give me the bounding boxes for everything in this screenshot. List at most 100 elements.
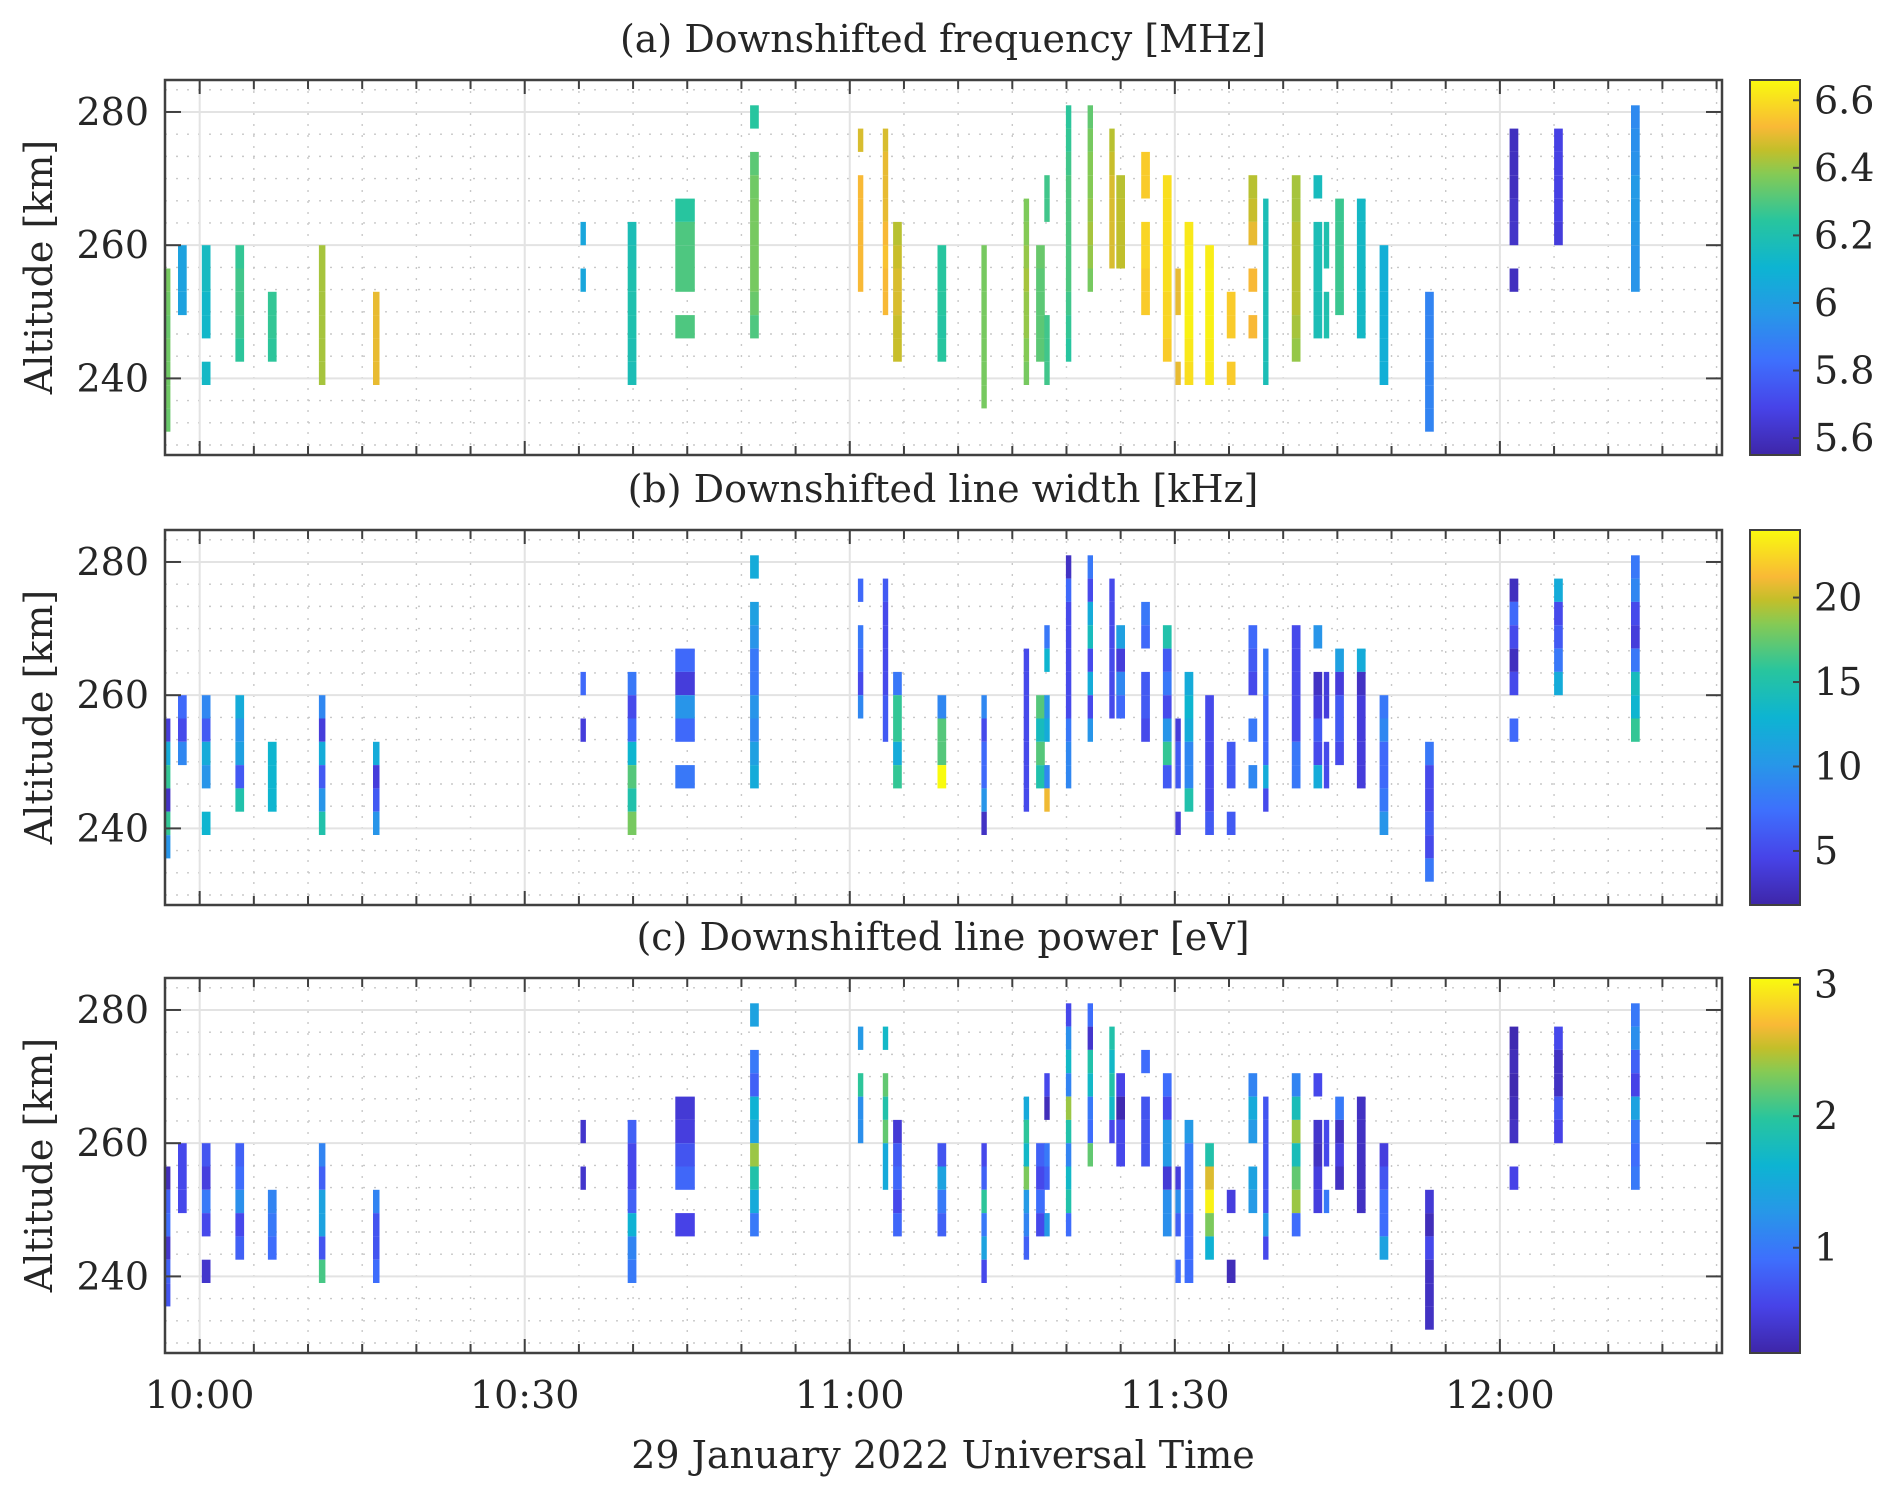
heatmap-cell: [1141, 1049, 1150, 1074]
heatmap-cell: [1291, 291, 1301, 316]
panel-b-ylabel: Altitude [km]: [17, 590, 61, 845]
heatmap-cell: [893, 221, 902, 246]
heatmap-cell: [981, 338, 987, 362]
heatmap-cell: [1554, 601, 1563, 626]
heatmap-cell: [201, 1143, 211, 1167]
heatmap-cell: [1248, 718, 1258, 742]
y-tick-label: 260: [76, 673, 149, 717]
heatmap-cell: [1109, 128, 1115, 152]
heatmap-cell: [201, 1259, 211, 1283]
heatmap-cell: [1141, 221, 1150, 246]
heatmap-cell: [1184, 1119, 1194, 1144]
colorbar-tick-label: 15: [1814, 660, 1862, 704]
heatmap-cell: [627, 268, 637, 292]
heatmap-cell: [580, 1166, 586, 1190]
heatmap-cell: [580, 268, 586, 292]
heatmap-cell: [1291, 625, 1301, 649]
heatmap-cell: [1509, 671, 1519, 696]
heatmap-cell: [1205, 361, 1214, 385]
heatmap-cell: [893, 338, 902, 362]
heatmap-cell: [1509, 268, 1519, 292]
heatmap-cell: [1036, 1189, 1045, 1214]
heatmap-cell: [750, 245, 759, 269]
y-tick-label: 240: [76, 1254, 149, 1298]
heatmap-cell: [857, 1119, 864, 1144]
heatmap-cell: [750, 1119, 759, 1144]
heatmap-cell: [1184, 1166, 1194, 1190]
heatmap-cell: [1175, 741, 1181, 766]
heatmap-cell: [1036, 718, 1045, 742]
heatmap-cell: [1087, 198, 1093, 222]
y-tick-label: 280: [76, 540, 149, 584]
panel-c: (c) Downshifted line power [eV] Altitude…: [17, 915, 1838, 1355]
heatmap-cell: [1087, 1049, 1093, 1074]
heatmap-cell: [893, 291, 902, 316]
heatmap-cell: [1323, 765, 1330, 789]
heatmap-cell: [882, 1096, 889, 1120]
panel-b-colorbar: 5 10 15 20: [1749, 529, 1862, 906]
heatmap-cell: [627, 1143, 637, 1167]
heatmap-cell: [318, 1236, 326, 1260]
heatmap-cell: [1023, 245, 1030, 269]
heatmap-cell: [1044, 338, 1050, 362]
heatmap-cell: [1184, 1259, 1194, 1283]
heatmap-cell: [1554, 1096, 1563, 1120]
y-tick-label: 240: [76, 356, 149, 400]
heatmap-cell: [937, 695, 947, 719]
heatmap-cell: [1023, 1213, 1030, 1237]
heatmap-cell: [1162, 1143, 1172, 1167]
colorbar-tick-label: 20: [1814, 576, 1862, 620]
heatmap-cell: [882, 221, 889, 246]
heatmap-cell: [1175, 811, 1181, 835]
heatmap-cell: [1116, 175, 1125, 199]
heatmap-cell: [1065, 198, 1072, 222]
heatmap-cell: [1379, 361, 1389, 385]
heatmap-cell: [1263, 1166, 1269, 1190]
heatmap-cell: [1335, 695, 1344, 719]
heatmap-cell: [1087, 671, 1093, 696]
heatmap-cell: [178, 1166, 187, 1190]
heatmap-cell: [1356, 245, 1366, 269]
heatmap-cell: [1631, 1096, 1640, 1120]
heatmap-cell: [857, 198, 864, 222]
heatmap-cell: [1205, 1143, 1214, 1167]
heatmap-cell: [882, 718, 889, 742]
heatmap-cell: [882, 291, 889, 316]
heatmap-cell: [318, 361, 326, 385]
heatmap-cell: [981, 361, 987, 385]
heatmap-cell: [1291, 1073, 1301, 1097]
heatmap-cell: [857, 1096, 864, 1120]
heatmap-cell: [1065, 625, 1072, 649]
heatmap-cell: [373, 1213, 380, 1237]
heatmap-cell: [1205, 788, 1214, 812]
heatmap-cell: [1226, 291, 1236, 316]
heatmap-cell: [1023, 338, 1030, 362]
heatmap-cell: [1087, 1096, 1093, 1120]
heatmap-cell: [235, 765, 245, 789]
heatmap-cell: [1044, 695, 1050, 719]
heatmap-cell: [318, 315, 326, 339]
heatmap-cell: [1323, 315, 1330, 339]
heatmap-cell: [163, 1236, 171, 1260]
heatmap-cell: [1116, 671, 1125, 696]
heatmap-cell: [1162, 245, 1172, 269]
heatmap-cell: [882, 1119, 889, 1144]
heatmap-cell: [1036, 268, 1045, 292]
heatmap-cell: [750, 671, 759, 696]
heatmap-cell: [1248, 268, 1258, 292]
heatmap-cell: [1291, 198, 1301, 222]
heatmap-cell: [1044, 175, 1050, 199]
heatmap-cell: [981, 788, 987, 812]
heatmap-cell: [1631, 671, 1640, 696]
heatmap-cell: [1141, 151, 1150, 176]
heatmap-cell: [857, 671, 864, 696]
heatmap-cell: [201, 765, 211, 789]
heatmap-cell: [627, 221, 637, 246]
heatmap-cell: [1109, 601, 1115, 626]
heatmap-cell: [1175, 268, 1181, 292]
heatmap-cell: [1631, 221, 1640, 246]
heatmap-cell: [235, 1189, 245, 1214]
heatmap-cell: [1065, 1026, 1072, 1050]
heatmap-cell: [318, 1259, 326, 1283]
heatmap-cell: [1263, 695, 1269, 719]
